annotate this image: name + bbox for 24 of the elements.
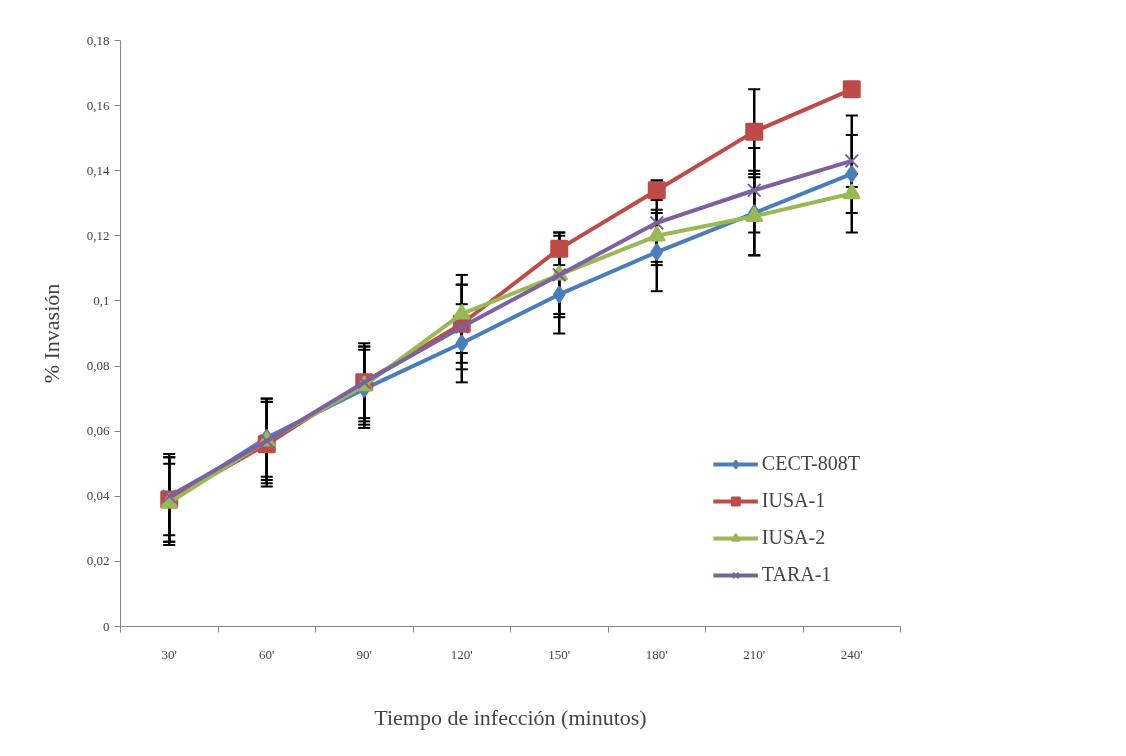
legend-label: IUSA-1 xyxy=(761,489,826,512)
y-tick-label: 0 xyxy=(103,618,110,634)
x-tick-label: 30' xyxy=(161,646,177,662)
y-tick-label: 0,06 xyxy=(86,423,110,439)
x-tick-label: 210' xyxy=(743,646,766,662)
y-axis-title: % Invasión xyxy=(38,283,64,384)
legend-label: IUSA-2 xyxy=(761,526,826,549)
y-tick-label: 0,16 xyxy=(86,97,110,113)
y-tick-label: 0,08 xyxy=(86,358,110,374)
x-axis-title: Tiempo de infección (minutos) xyxy=(374,704,647,730)
x-tick-label: 180' xyxy=(645,646,668,662)
x-tick-label: 60' xyxy=(259,646,275,662)
y-tick-label: 0,14 xyxy=(86,162,110,178)
x-tick-label: 90' xyxy=(356,646,372,662)
y-tick-label: 0,18 xyxy=(86,32,110,48)
y-tick-label: 0,12 xyxy=(86,227,110,243)
x-tick-label: 240' xyxy=(840,646,863,662)
y-tick-label: 0,02 xyxy=(86,553,110,569)
y-tick-label: 0,1 xyxy=(93,292,110,308)
legend-label: TARA-1 xyxy=(761,563,832,586)
y-tick-label: 0,04 xyxy=(86,488,110,504)
x-tick-label: 120' xyxy=(450,646,473,662)
x-tick-label: 150' xyxy=(548,646,571,662)
legend-label: CECT-808T xyxy=(761,452,860,475)
